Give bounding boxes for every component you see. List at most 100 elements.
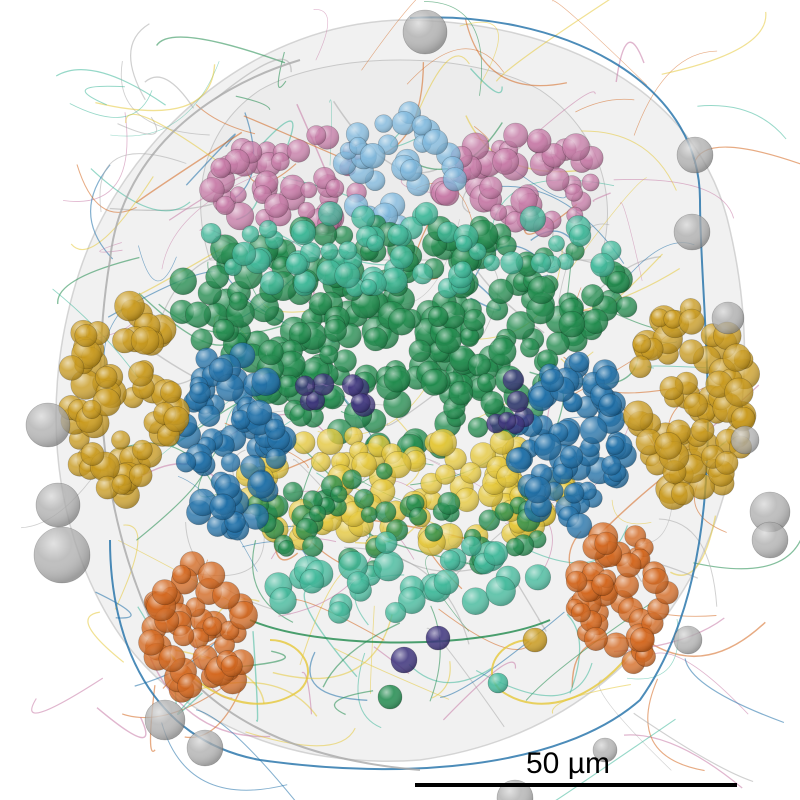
peripheral-cell-body <box>673 625 703 655</box>
cell-body-shine <box>488 278 514 304</box>
cell-body <box>246 399 273 426</box>
cell-body <box>530 252 552 274</box>
cell-body-shine <box>460 462 482 484</box>
neurite <box>581 130 677 191</box>
cell-body <box>387 224 409 246</box>
cell-body <box>138 629 165 656</box>
cell-body-shine <box>210 234 240 264</box>
cell-body-shine <box>185 301 211 328</box>
cell-body <box>558 310 586 338</box>
cell-body <box>690 418 715 443</box>
neurite <box>661 11 767 75</box>
cell-body <box>722 343 751 372</box>
cell-body <box>197 561 226 590</box>
neurite <box>566 613 581 694</box>
cell-body-shine <box>300 242 321 263</box>
cell-body-shine <box>229 292 248 311</box>
cell-body <box>259 271 285 296</box>
cell-body-shine <box>190 451 212 474</box>
cell-body-shine <box>558 311 585 338</box>
isolated-cell-body <box>487 672 509 694</box>
cell-body <box>215 195 235 215</box>
cell-body-shine <box>671 482 695 505</box>
cell-body-shine <box>152 579 178 605</box>
cell-body-shine <box>209 493 236 520</box>
cell-body-shine <box>479 176 503 199</box>
cell-body-shine <box>260 271 284 295</box>
neurite <box>76 164 137 213</box>
cell-body-shine <box>722 343 751 372</box>
cell-body <box>642 567 669 594</box>
cell-body <box>488 337 517 366</box>
scale-bar-label: 50 µm <box>526 747 610 780</box>
cell-body-shine <box>375 501 397 523</box>
cell-body <box>58 355 85 381</box>
cell-body-shine <box>145 700 185 740</box>
cell-body-shine <box>187 730 223 766</box>
cell-body <box>628 355 652 379</box>
cell-body-shine <box>647 598 670 620</box>
cell-body-shine <box>426 626 450 650</box>
cell-body <box>172 624 195 647</box>
neurite <box>619 202 643 281</box>
cell-body-shine <box>258 339 284 365</box>
cell-body <box>467 353 491 377</box>
cell-body-shine <box>569 224 591 247</box>
cell-body <box>343 426 363 446</box>
neurite <box>322 622 401 688</box>
cell-body-shine <box>128 361 154 387</box>
cell-body-shine <box>630 627 655 652</box>
cell-body <box>485 298 509 321</box>
cell-body <box>95 366 118 389</box>
cell-body <box>545 167 570 192</box>
cell-body-shine <box>546 168 570 191</box>
cell-body <box>346 571 370 595</box>
cell-body-shine <box>251 367 280 396</box>
cell-body <box>220 452 241 473</box>
cell-body-shine <box>605 436 625 455</box>
cell-body <box>199 177 225 203</box>
cell-body-shine <box>246 400 272 426</box>
cell-body-shine <box>560 445 583 469</box>
cell-body-shine <box>603 632 629 658</box>
cell-body-shine <box>215 196 235 215</box>
neurite <box>361 0 417 71</box>
cell-body <box>526 295 555 325</box>
cell-body <box>714 451 739 475</box>
cell-body-shine <box>505 447 532 473</box>
neurite <box>96 707 147 739</box>
cell-body-shine <box>330 485 348 503</box>
cell-body-shine <box>190 329 213 351</box>
neurite <box>551 0 648 86</box>
cell-body-shine <box>552 463 573 484</box>
neurite <box>161 169 272 270</box>
cell-body-shine <box>198 405 220 427</box>
neurite <box>31 677 104 714</box>
cell-body-shine <box>132 440 153 460</box>
cell-body-shine <box>601 455 622 476</box>
cell-body <box>408 339 432 363</box>
cell-body-shine <box>212 319 235 341</box>
neurite <box>647 678 705 772</box>
cell-body-shine <box>527 128 552 153</box>
cell-body <box>420 368 448 396</box>
cell-body <box>405 493 425 513</box>
neurite <box>528 525 629 564</box>
cell-body-shine <box>221 655 243 677</box>
cell-body <box>212 581 241 610</box>
cell-body <box>294 375 316 396</box>
cell-body-shine <box>202 616 222 637</box>
neurite <box>464 18 568 87</box>
cell-body <box>659 376 684 401</box>
peripheral-cell-body <box>711 301 745 335</box>
cell-body <box>605 435 625 455</box>
cell-body-shine <box>468 417 488 438</box>
cell-body <box>374 114 393 133</box>
cell-body-shine <box>409 507 427 526</box>
cell-body <box>277 540 295 557</box>
cell-body-shine <box>607 271 630 294</box>
neurite <box>406 48 505 85</box>
cell-body-shine <box>278 540 295 557</box>
cell-body <box>341 469 362 490</box>
cell-body <box>489 430 515 455</box>
